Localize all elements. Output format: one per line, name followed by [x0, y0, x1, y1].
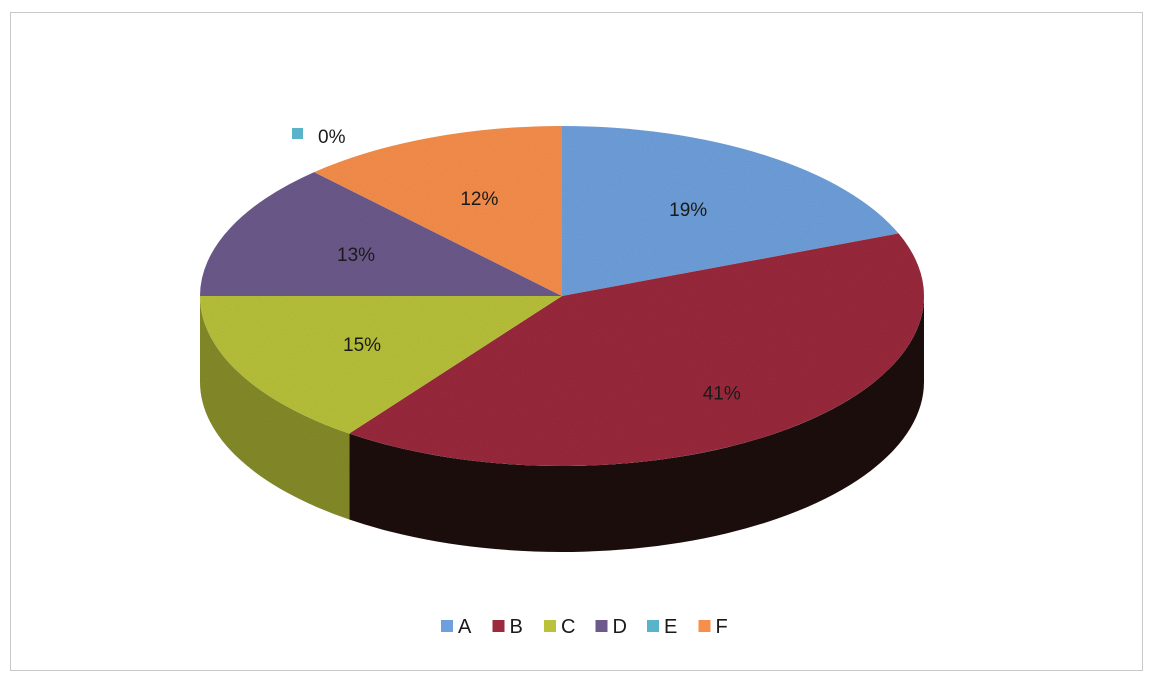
- legend-swatch-f: [698, 620, 711, 632]
- pie-sides: [200, 296, 924, 552]
- pie-labels: 19% 41% 15% 13% 0% 12%: [292, 127, 741, 405]
- pie-slice-c: [200, 296, 562, 434]
- legend-label-c: C: [561, 616, 575, 638]
- legend-label-e: E: [664, 616, 677, 638]
- data-label-marker-e: [292, 128, 303, 139]
- legend-label-f: F: [716, 616, 728, 638]
- pie-slice-f: [314, 126, 562, 296]
- legend: A B C D E F: [441, 616, 728, 638]
- data-label-b: 41%: [703, 384, 741, 405]
- data-label-f: 12%: [460, 189, 498, 210]
- legend-label-a: A: [458, 616, 472, 638]
- pie-side-b: [349, 296, 924, 552]
- legend-swatch-b: [492, 620, 505, 632]
- data-label-c: 15%: [343, 335, 381, 356]
- legend-label-b: B: [510, 616, 523, 638]
- data-label-d: 13%: [337, 245, 375, 266]
- legend-swatch-e: [647, 620, 659, 632]
- pie-slice-d: [200, 172, 562, 296]
- legend-label-d: D: [613, 616, 627, 638]
- pie-side-c: [200, 296, 350, 520]
- legend-swatch-c: [544, 620, 556, 632]
- data-label-e: 0%: [318, 127, 346, 148]
- legend-swatch-d: [595, 620, 608, 632]
- pie-slice-b: [349, 233, 925, 467]
- pie-slice-a: [562, 126, 899, 296]
- data-label-a: 19%: [669, 200, 707, 221]
- pie-top: [200, 126, 925, 467]
- legend-swatch-a: [441, 620, 453, 632]
